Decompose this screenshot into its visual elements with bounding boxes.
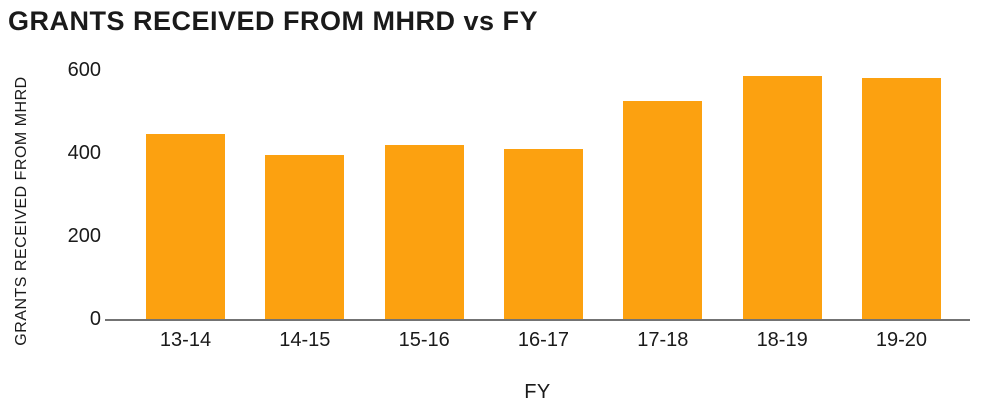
bar-14-15 [265,155,345,319]
chart-title: GRANTS RECEIVED FROM MHRD vs FY [8,6,539,36]
x-tick-label-14-15: 14-15 [279,329,331,351]
x-tick-label-17-18: 17-18 [637,329,689,351]
bar-17-18 [623,101,703,319]
y-axis-title: GRANTS RECEIVED FROM MHRD [13,76,30,346]
plot-area [105,70,970,319]
bar-18-19 [742,76,822,319]
x-tick-label-16-17: 16-17 [517,329,570,351]
x-tick-label-18-19: 18-19 [756,329,808,351]
y-tick-label-200: 200 [67,225,101,247]
bar-13-14 [146,134,225,319]
y-tick-label-0: 0 [89,308,101,330]
bar-19-20 [861,78,941,319]
x-tick-label-19-20: 19-20 [875,329,928,351]
x-axis-title: FY [524,381,551,403]
x-axis-line [105,319,970,321]
y-tick-label-400: 400 [67,142,101,164]
x-tick-label-15-16: 15-16 [398,329,450,351]
y-tick-label-600: 600 [67,59,101,81]
bar-15-16 [384,144,464,319]
x-tick-label-13-14: 13-14 [159,329,212,351]
bar-16-17 [503,148,583,319]
